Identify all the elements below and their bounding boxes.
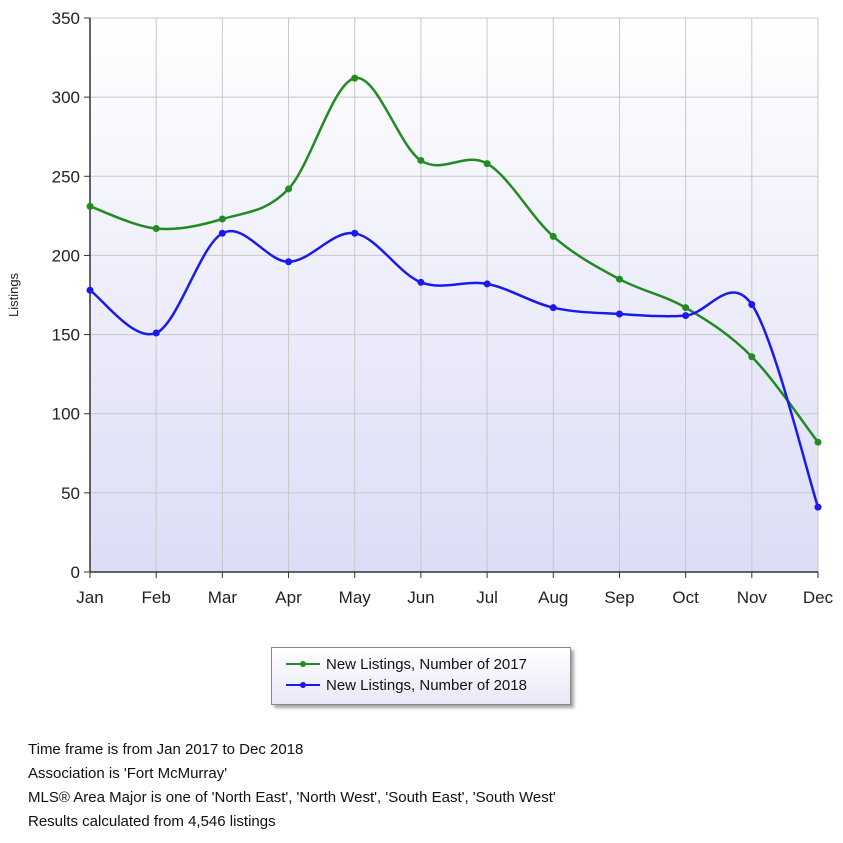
point-2017-jun [417,156,425,164]
legend-label-2018: New Listings, Number of 2018 [326,676,527,694]
point-2018-oct [682,312,690,320]
x-tick-label-apr: Apr [275,588,302,607]
legend-label-2017: New Listings, Number of 2017 [326,655,527,673]
x-tick-label-dec: Dec [803,588,834,607]
point-2018-mar [218,229,226,237]
x-tick-label-jun: Jun [407,588,434,607]
x-tick-label-aug: Aug [538,588,568,607]
footer-results-count: Results calculated from 4,546 listings [28,813,276,830]
point-2017-jan [86,202,94,210]
point-2017-dec [814,438,822,446]
point-2018-feb [152,329,160,337]
y-tick-label-0: 0 [71,563,80,582]
y-tick-label-200: 200 [52,246,80,265]
x-tick-label-jan: Jan [76,588,103,607]
y-axis-title: Listings [6,272,21,317]
point-2017-nov [748,353,756,361]
legend-item-2017: New Listings, Number of 2017 [284,654,527,674]
point-2017-apr [285,185,293,193]
y-tick-label-300: 300 [52,88,80,107]
point-2018-jan [86,286,94,294]
point-2018-nov [748,300,756,308]
y-tick-label-350: 350 [52,9,80,28]
y-tick-label-100: 100 [52,405,80,424]
x-tick-label-feb: Feb [142,588,171,607]
y-tick-label-50: 50 [61,484,80,503]
x-tick-label-oct: Oct [672,588,699,607]
point-2017-may [351,74,359,82]
x-tick-label-sep: Sep [604,588,634,607]
plot-area [90,18,818,572]
point-2017-oct [682,304,690,312]
series-line-2018 [89,229,820,508]
footer-timeframe: Time frame is from Jan 2017 to Dec 2018 [28,741,304,758]
chart-footer: Time frame is from Jan 2017 to Dec 2018 … [28,738,556,834]
y-tick-label-150: 150 [52,326,80,345]
legend: New Listings, Number of 2017 New Listing… [271,647,571,705]
point-2017-feb [152,225,160,233]
footer-association: Association is 'Fort McMurray' [28,765,228,782]
x-tick-label-may: May [339,588,372,607]
point-2018-sep [615,310,623,318]
line-chart: 0 50 100 150 200 250 300 350 Jan Feb Mar Apr May Jun J… [6,9,834,607]
point-2017-aug [549,232,557,240]
point-2017-mar [218,215,226,223]
x-tick-label-mar: Mar [208,588,238,607]
x-tick-label-jul: Jul [476,588,498,607]
legend-swatch-2018 [284,675,322,695]
legend-item-2018: New Listings, Number of 2018 [284,675,527,695]
point-2017-jul [483,160,491,168]
point-2018-dec [814,503,822,511]
point-2018-apr [285,258,293,266]
legend-swatch-2017 [284,654,322,674]
point-2017-sep [615,275,623,283]
x-tick-label-nov: Nov [737,588,768,607]
point-2018-may [351,229,359,237]
point-2018-jun [417,278,425,286]
point-2018-aug [549,304,557,312]
y-tick-label-250: 250 [52,167,80,186]
footer-area-filter: MLS® Area Major is one of 'North East', … [28,789,556,806]
point-2018-jul [483,280,491,288]
